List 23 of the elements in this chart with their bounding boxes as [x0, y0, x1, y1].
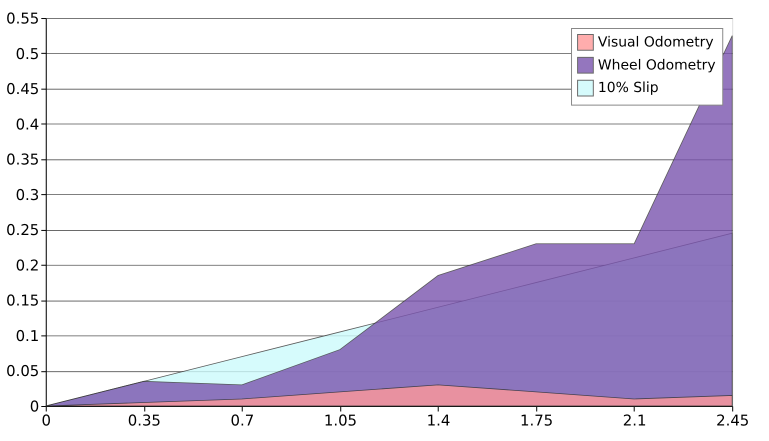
legend-label: Visual Odometry [598, 34, 714, 50]
x-tick-label: 2.1 [622, 411, 646, 430]
y-tick-label: 0.3 [16, 186, 40, 204]
y-tick-label: 0.35 [6, 150, 40, 169]
y-tick-label: 0.5 [16, 44, 40, 63]
y-tick-label: 0.2 [16, 256, 40, 274]
y-tick-label: 0 [30, 397, 40, 416]
legend-label: 10% Slip [598, 80, 659, 96]
y-tick-label: 0.15 [6, 292, 40, 310]
x-tick-label: 2.45 [716, 411, 750, 430]
x-tick-label: 1.05 [324, 411, 358, 430]
x-tick-label: 0 [42, 411, 51, 430]
x-tick-label: 0.7 [230, 411, 254, 430]
y-tick-label: 0.25 [6, 221, 40, 240]
legend-label: Wheel Odometry [598, 57, 716, 74]
y-tick-label: 0.55 [6, 10, 40, 28]
y-tick-label: 0.4 [16, 115, 40, 134]
y-tick-label: 0.05 [6, 362, 40, 380]
y-tick-label: 0.45 [6, 80, 40, 98]
y-tick-label: 0.1 [16, 326, 40, 345]
x-tick-label: 1.4 [426, 411, 450, 430]
x-tick-label: 1.75 [520, 411, 554, 430]
x-tick-label: 0.35 [128, 411, 161, 430]
